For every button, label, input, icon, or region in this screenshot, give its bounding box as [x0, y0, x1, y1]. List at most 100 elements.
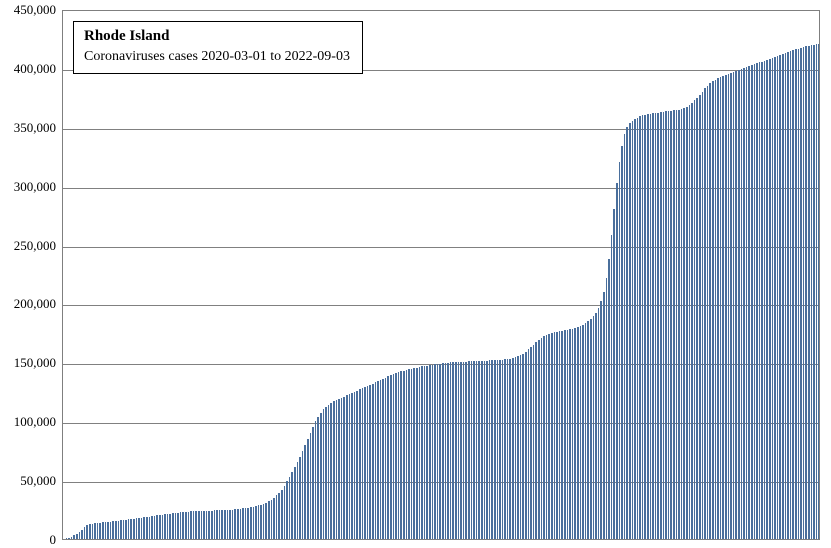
data-bar — [302, 451, 303, 539]
data-bar — [341, 398, 342, 539]
data-bar — [385, 378, 386, 539]
data-bar — [468, 361, 470, 539]
data-bar — [572, 329, 573, 539]
data-bar — [774, 57, 776, 539]
data-bar — [751, 65, 753, 539]
data-bar — [632, 121, 633, 539]
data-bar — [766, 60, 768, 539]
data-bar — [805, 46, 807, 539]
data-bar — [811, 45, 812, 539]
data-bar — [548, 334, 550, 539]
data-bar — [676, 110, 677, 539]
data-bar — [660, 112, 662, 539]
data-bar — [349, 394, 350, 539]
data-bar — [395, 373, 397, 539]
data-bar — [133, 519, 135, 539]
data-bar — [644, 115, 646, 539]
data-bar — [681, 109, 682, 539]
data-bar — [502, 360, 503, 539]
data-bar — [265, 503, 267, 540]
data-bar — [400, 371, 402, 539]
data-bar — [141, 518, 142, 539]
data-bar — [258, 505, 259, 539]
data-bar — [678, 110, 680, 539]
data-bar — [491, 360, 493, 539]
data-bar — [569, 329, 571, 539]
data-bar — [756, 63, 758, 539]
data-bar — [84, 527, 85, 539]
data-bar — [263, 504, 264, 539]
data-bar — [221, 510, 223, 539]
y-tick-label: 400,000 — [0, 61, 62, 77]
data-bar — [530, 347, 532, 539]
data-bar — [299, 457, 301, 539]
data-bar — [546, 335, 547, 539]
data-bar — [447, 363, 449, 539]
y-tick-label: 50,000 — [0, 473, 62, 489]
data-bar — [670, 111, 672, 539]
data-bar — [255, 506, 257, 539]
data-bar — [728, 74, 729, 539]
data-bar — [273, 498, 275, 539]
data-bar — [201, 511, 202, 539]
data-bar — [759, 62, 760, 539]
data-bar — [650, 114, 651, 539]
data-bar — [159, 515, 161, 539]
data-bar — [741, 69, 742, 539]
data-bar — [154, 516, 155, 539]
data-bar — [343, 397, 345, 540]
data-bar — [621, 146, 623, 539]
data-bar — [398, 372, 399, 539]
data-bar — [611, 235, 612, 539]
y-tick-label: 350,000 — [0, 120, 62, 136]
data-bar — [556, 332, 558, 539]
y-tick-label: 300,000 — [0, 179, 62, 195]
data-bar — [735, 71, 737, 539]
data-bar — [413, 368, 415, 539]
data-bar — [118, 521, 119, 539]
data-bar — [307, 439, 309, 539]
data-bar — [330, 403, 332, 539]
data-bar — [284, 486, 285, 539]
data-bar — [237, 509, 239, 539]
data-bar — [458, 362, 459, 539]
data-bar — [574, 328, 576, 539]
data-bar — [787, 52, 789, 539]
data-bar — [146, 517, 148, 539]
data-bar — [522, 354, 524, 540]
data-bar — [206, 511, 207, 539]
data-bar — [528, 349, 529, 539]
data-bar — [712, 81, 714, 539]
data-bar — [403, 371, 405, 539]
data-bar — [634, 119, 636, 539]
data-bar — [564, 330, 566, 539]
data-bar — [818, 44, 820, 539]
data-bar — [382, 379, 384, 539]
data-bar — [746, 67, 747, 539]
data-bar — [354, 392, 355, 539]
data-bar — [476, 361, 477, 539]
data-bar — [359, 389, 361, 539]
data-bar — [512, 358, 514, 539]
chart-title: Rhode Island — [84, 26, 350, 46]
data-bar — [598, 308, 599, 539]
data-bar — [240, 509, 241, 539]
data-bar — [455, 362, 457, 539]
data-bars — [63, 11, 819, 539]
data-bar — [743, 68, 745, 539]
data-bar — [377, 381, 379, 539]
data-bar — [320, 413, 322, 539]
data-bar — [554, 332, 555, 539]
data-bar — [81, 530, 83, 539]
data-bar — [369, 385, 371, 539]
data-bar — [790, 51, 791, 539]
data-bar — [364, 387, 366, 539]
data-bar — [709, 83, 711, 539]
data-bar — [338, 399, 340, 539]
data-bar — [465, 362, 467, 539]
data-bar — [216, 510, 218, 539]
data-bar — [312, 427, 314, 539]
data-bar — [567, 330, 568, 539]
data-bar — [380, 380, 381, 539]
data-bar — [86, 525, 88, 539]
